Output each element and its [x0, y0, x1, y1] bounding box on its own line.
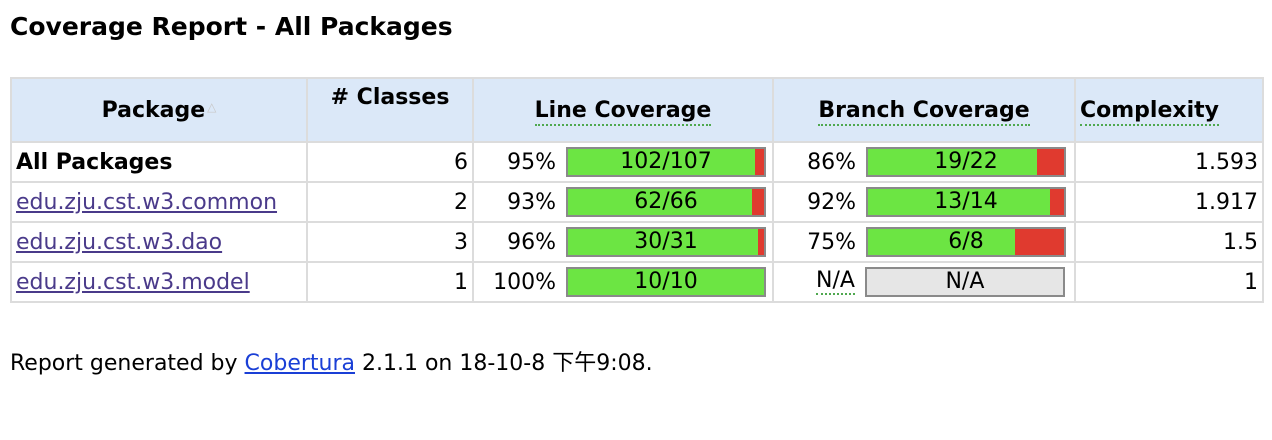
cobertura-link[interactable]: Cobertura — [244, 351, 355, 376]
line-coverage-fill — [568, 149, 755, 175]
branch-coverage-column-header[interactable]: Branch Coverage — [772, 77, 1076, 143]
branch-coverage-bar: 19/22 — [866, 147, 1066, 177]
classes-count: 2 — [306, 181, 474, 223]
complexity-column-header[interactable]: Complexity — [1074, 77, 1264, 143]
coverage-table: Package △ # Classes Line Coverage Branch … — [10, 77, 1264, 303]
branch-coverage-bar: 13/14 — [866, 187, 1066, 217]
package-header-label: Package — [101, 97, 206, 123]
package-name-cell: edu.zju.cst.w3.dao — [10, 221, 308, 263]
line-coverage-bar: 62/66 — [566, 187, 766, 217]
classes-count: 6 — [306, 141, 474, 183]
branch-coverage-cell: 86% 19/22 — [772, 141, 1076, 183]
branch-coverage-percent: 75% — [807, 229, 856, 255]
complexity-value: 1.917 — [1074, 181, 1264, 223]
branch-coverage-cell: 75% 6/8 — [772, 221, 1076, 263]
classes-count: 3 — [306, 221, 474, 263]
branch-coverage-ratio: 19/22 — [934, 149, 998, 174]
branch-coverage-bar: N/A — [864, 267, 1065, 297]
table-row: edu.zju.cst.w3.model 1 100% 10/10 N/A N/… — [10, 261, 1264, 303]
table-row-all-packages: All Packages 6 95% 102/107 86% 19/22 — [10, 141, 1264, 183]
package-name-cell: edu.zju.cst.w3.common — [10, 181, 308, 223]
line-coverage-bar: 30/31 — [566, 227, 766, 257]
line-coverage-fill — [568, 189, 753, 215]
table-row: edu.zju.cst.w3.common 2 93% 62/66 92% — [10, 181, 1264, 223]
classes-column-header[interactable]: # Classes — [306, 77, 474, 143]
table-header-row: Package △ # Classes Line Coverage Branch … — [10, 77, 1264, 143]
line-coverage-fill — [568, 229, 758, 255]
package-link-dao[interactable]: edu.zju.cst.w3.dao — [16, 229, 223, 255]
branch-coverage-header-label: Branch Coverage — [818, 97, 1030, 126]
table-row: edu.zju.cst.w3.dao 3 96% 30/31 75% 6 — [10, 221, 1264, 263]
page-title: Coverage Report - All Packages — [10, 12, 453, 41]
classes-header-label: # Classes — [330, 85, 450, 110]
line-coverage-percent: 95% — [507, 149, 556, 175]
line-coverage-percent: 96% — [507, 229, 556, 255]
line-coverage-ratio: 102/107 — [620, 149, 712, 174]
line-coverage-cell: 96% 30/31 — [472, 221, 774, 263]
branch-coverage-fill — [868, 149, 1038, 175]
package-link-common[interactable]: edu.zju.cst.w3.common — [16, 189, 278, 215]
line-coverage-cell: 93% 62/66 — [472, 181, 774, 223]
footer-suffix: 2.1.1 on 18-10-8 下午9:08. — [355, 351, 653, 376]
branch-coverage-percent: N/A — [816, 268, 855, 295]
package-column-header[interactable]: Package △ — [10, 77, 308, 143]
complexity-value: 1.5 — [1074, 221, 1264, 263]
complexity-header-label: Complexity — [1080, 97, 1219, 126]
line-coverage-fill — [568, 269, 764, 295]
sort-ascending-icon: △ — [207, 99, 217, 114]
line-coverage-bar: 102/107 — [566, 147, 766, 177]
report-footer: Report generated by Cobertura 2.1.1 on 1… — [10, 345, 653, 377]
branch-coverage-bar: 6/8 — [866, 227, 1066, 257]
line-coverage-column-header[interactable]: Line Coverage — [472, 77, 774, 143]
branch-coverage-percent: 86% — [807, 149, 856, 175]
branch-coverage-fill — [868, 229, 1015, 255]
package-name: All Packages — [10, 141, 308, 183]
branch-coverage-fill — [868, 189, 1051, 215]
branch-coverage-percent: 92% — [807, 189, 856, 215]
branch-coverage-ratio: N/A — [945, 269, 985, 294]
line-coverage-cell: 100% 10/10 — [472, 261, 774, 303]
classes-count: 1 — [306, 261, 474, 303]
package-name-cell: edu.zju.cst.w3.model — [10, 261, 308, 303]
line-coverage-ratio: 62/66 — [634, 189, 698, 214]
footer-prefix: Report generated by — [10, 351, 245, 376]
branch-coverage-cell: 92% 13/14 — [772, 181, 1076, 223]
line-coverage-ratio: 10/10 — [634, 269, 698, 294]
line-coverage-bar: 10/10 — [566, 267, 766, 297]
line-coverage-percent: 100% — [493, 269, 556, 295]
line-coverage-cell: 95% 102/107 — [472, 141, 774, 183]
branch-coverage-cell: N/A N/A — [772, 261, 1076, 303]
complexity-value: 1.593 — [1074, 141, 1264, 183]
line-coverage-header-label: Line Coverage — [534, 97, 712, 126]
branch-coverage-ratio: 13/14 — [934, 189, 998, 214]
package-link-model[interactable]: edu.zju.cst.w3.model — [16, 269, 250, 295]
complexity-value: 1 — [1074, 261, 1264, 303]
line-coverage-percent: 93% — [507, 189, 556, 215]
branch-coverage-ratio: 6/8 — [948, 229, 984, 254]
line-coverage-ratio: 30/31 — [634, 229, 698, 254]
